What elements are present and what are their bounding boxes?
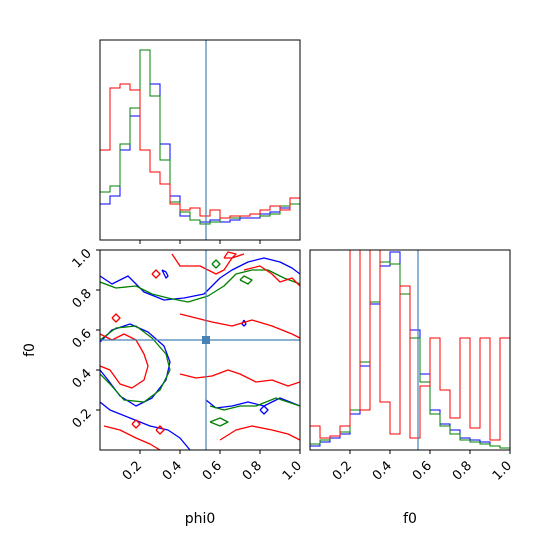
joint-contour-2-11 <box>223 251 237 259</box>
joint-xtick-label-3: 0.8 <box>240 458 265 483</box>
joint-contour-1-1 <box>100 269 300 303</box>
f0Hist-frame <box>309 249 511 451</box>
phi0Hist-frame <box>99 39 301 241</box>
joint-contour-0-5 <box>161 269 169 279</box>
joint-contour-2-4 <box>103 425 161 450</box>
joint-xlabel: phi0 <box>185 511 216 527</box>
f0Hist-xlabel: f0 <box>403 511 417 527</box>
joint-frame <box>99 249 301 451</box>
joint-xtick-label-0: 0.2 <box>120 458 145 483</box>
joint-contours <box>100 251 300 450</box>
joint-contour-2-8 <box>151 269 161 279</box>
joint-ytick-label-3: 0.8 <box>70 286 95 311</box>
joint-ylabel: f0 <box>22 343 38 357</box>
f0Hist-xtick-label-2: 0.6 <box>410 458 435 483</box>
phi0Hist-hist-series-2 <box>100 83 300 240</box>
f0Hist-xtick-label-0: 0.2 <box>330 458 355 483</box>
joint-contour-2-9 <box>131 419 141 429</box>
joint-contour-1-4 <box>211 259 221 269</box>
joint-contour-0-0 <box>100 323 171 407</box>
joint-contour-1-5 <box>239 275 253 285</box>
joint-contour-2-2 <box>179 313 300 339</box>
joint-ytick-label-4: 1.0 <box>70 246 95 271</box>
joint-contour-1-3 <box>209 417 229 427</box>
joint-xtick-label-2: 0.6 <box>200 458 225 483</box>
joint-contour-1-0 <box>100 325 171 403</box>
f0Hist-xtick-label-4: 1.0 <box>490 458 515 483</box>
f0Hist-panel: 0.2 0.4 0.6 0.8 1.0 f0 <box>309 249 515 527</box>
joint-contour-2-3 <box>179 369 300 387</box>
f0Hist-hist-series-2 <box>310 250 510 450</box>
joint-panel: 0.2 0.4 0.6 0.8 1.0 0.2 0.4 0.6 0.8 1.0 phi0 f0 <box>22 246 305 527</box>
joint-xtick-label-4: 1.0 <box>280 458 305 483</box>
joint-contour-2-6 <box>243 265 300 287</box>
phi0Hist-hist-series-1 <box>100 49 300 240</box>
f0Hist-xtick-label-1: 0.4 <box>370 458 395 483</box>
phi0Hist-panel <box>99 39 301 244</box>
joint-contour-0-2 <box>100 401 191 450</box>
joint-xtick-label-1: 0.4 <box>160 458 185 483</box>
joint-contour-1-2 <box>209 397 300 411</box>
joint-contour-0-4 <box>259 405 269 415</box>
f0Hist-xtick-label-3: 0.8 <box>450 458 475 483</box>
joint-contour-0-1 <box>100 257 300 301</box>
joint-contour-2-0 <box>100 333 149 389</box>
joint-ytick-label-2: 0.6 <box>70 326 95 351</box>
joint-contour-2-7 <box>111 313 121 323</box>
joint-ytick-label-0: 0.2 <box>70 406 95 431</box>
joint-ytick-label-1: 0.4 <box>70 366 95 391</box>
joint-contour-2-5 <box>219 425 300 441</box>
joint-contour-2-10 <box>155 425 165 435</box>
joint-truth-marker <box>202 336 210 344</box>
